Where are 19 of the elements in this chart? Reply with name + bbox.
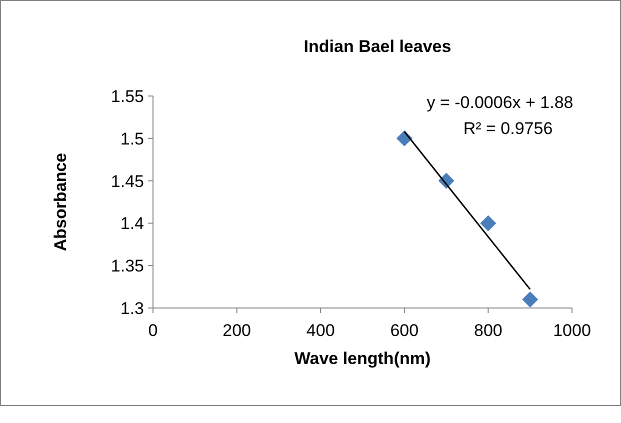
x-tick-label: 800 [474,321,502,340]
chart-title: Indian Bael leaves [304,37,452,56]
y-tick-label: 1.45 [110,172,144,191]
x-tick-label: 1000 [553,321,591,340]
annotation: y = -0.0006x + 1.88 [426,93,574,112]
annotation: R² = 0.9756 [463,119,553,138]
point [480,215,496,232]
y-tick-label: 1.35 [110,256,144,276]
x-tick-label: 0 [148,321,158,340]
x-tick-label: 600 [390,321,419,340]
y-axis-title: Absorbance [51,152,70,252]
x-tick-label: 200 [222,321,251,340]
y-tick-label: 1.5 [120,129,144,148]
y-tick-label: 1.55 [110,86,144,106]
x-tick-label: 400 [306,321,335,340]
y-tick-label: 1.3 [120,298,144,318]
x-axis-title: Wave length(nm) [294,349,431,368]
point [522,292,538,308]
y-tick-label: 1.4 [120,214,144,234]
